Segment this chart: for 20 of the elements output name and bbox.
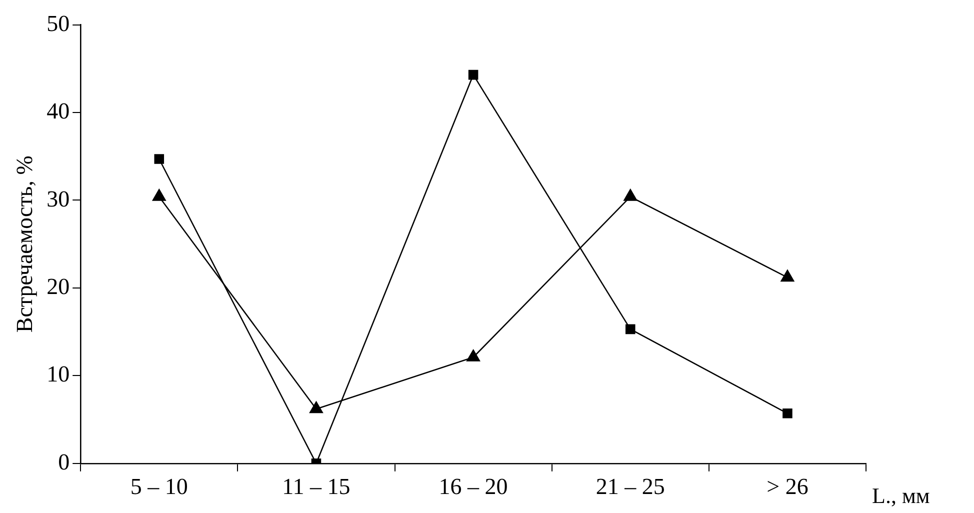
y-tick-label: 0 xyxy=(58,449,70,474)
x-tick-label: > 26 xyxy=(766,474,808,500)
y-axis-title: Встречаемость, % xyxy=(12,156,37,333)
point xyxy=(310,401,323,414)
x-tick-label: 16 – 20 xyxy=(438,474,508,500)
y-tick-label: 20 xyxy=(46,274,70,300)
point xyxy=(154,154,164,164)
x-tick-label: 11 – 15 xyxy=(282,474,350,500)
y-tick-label: 30 xyxy=(46,186,70,212)
y-tick-label: 40 xyxy=(46,98,70,124)
point xyxy=(468,70,478,80)
y-tick-label: 50 xyxy=(46,10,70,36)
point xyxy=(466,350,480,362)
x-axis-title: L., мм xyxy=(872,483,930,510)
x-tick-label: 5 – 10 xyxy=(130,474,188,500)
point xyxy=(152,189,166,201)
x-tick-label: 21 – 25 xyxy=(596,474,665,500)
point xyxy=(624,189,638,201)
point xyxy=(780,270,794,282)
y-tick-label: 10 xyxy=(46,362,70,387)
